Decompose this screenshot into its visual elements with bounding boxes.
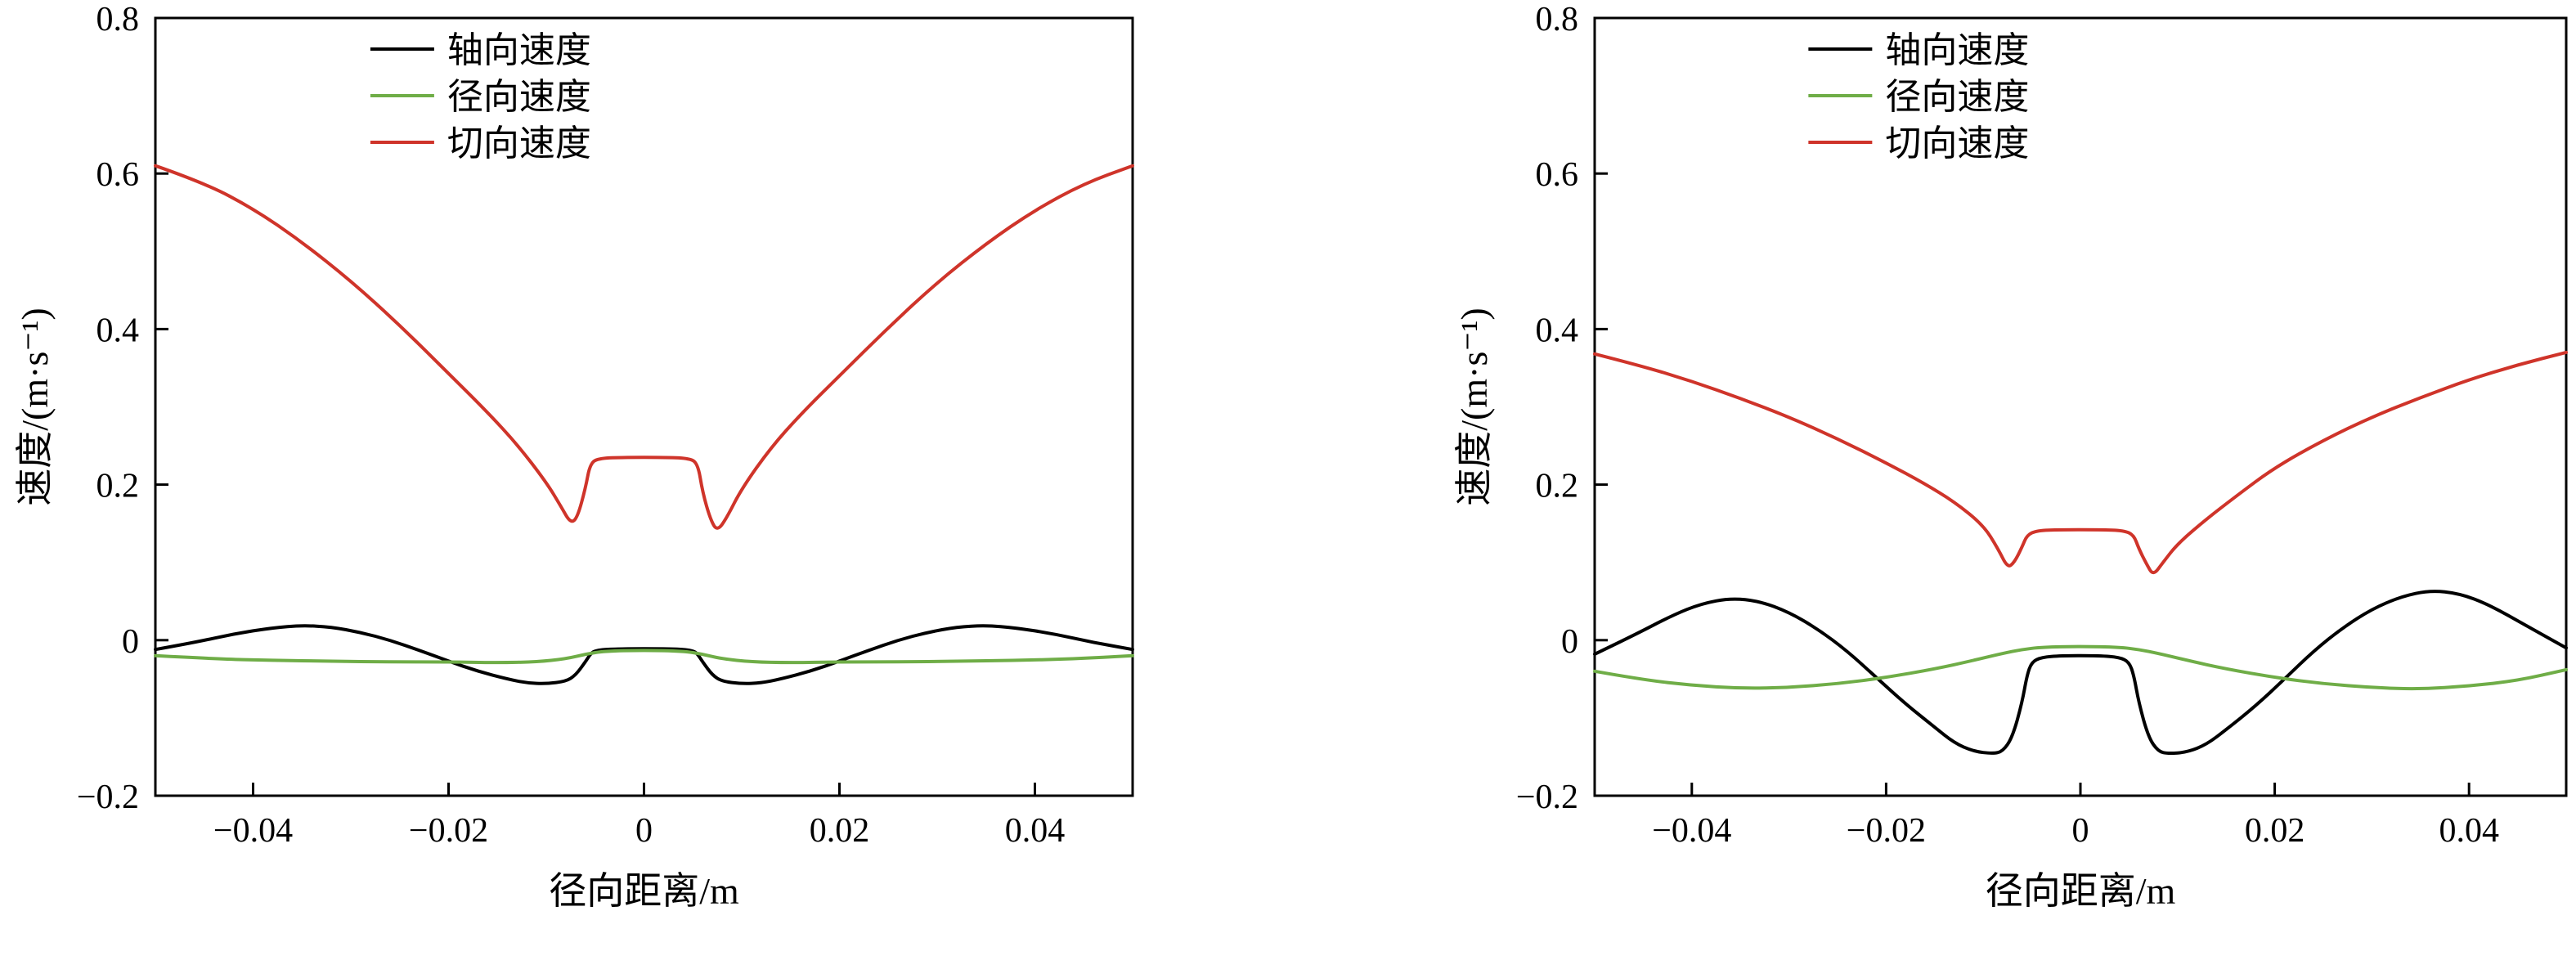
plot-border xyxy=(154,16,1134,797)
series-line-axial-velocity xyxy=(1593,590,2568,756)
y-axis-title: 速度/(m·s⁻¹) xyxy=(14,307,56,506)
legend-label-axial-velocity: 轴向速度 xyxy=(1885,30,2029,70)
series-line-radial-velocity xyxy=(1593,644,2568,691)
x-tick-label: 0.02 xyxy=(2245,812,2305,850)
series-line-radial-velocity xyxy=(154,649,1134,665)
y-tick-label: 0.6 xyxy=(1536,156,1579,194)
x-tick-label: −0.02 xyxy=(409,812,488,850)
y-tick-label: 0.2 xyxy=(96,468,140,505)
x-tick-label: 0.04 xyxy=(2439,812,2499,850)
legend-label-radial-velocity: 径向速度 xyxy=(1885,77,2029,117)
y-tick-label: 0.4 xyxy=(1536,312,1579,349)
y-tick-label: 0.4 xyxy=(96,312,140,349)
y-tick-label: 0.8 xyxy=(96,1,140,38)
legend-label-axial-velocity: 轴向速度 xyxy=(447,30,591,70)
x-tick-label: 0.04 xyxy=(1005,812,1066,850)
legend-label-radial-velocity: 径向速度 xyxy=(447,77,591,117)
series-line-axial-velocity xyxy=(154,624,1134,685)
y-tick-label: −0.2 xyxy=(77,779,139,816)
y-tick-label: 0.8 xyxy=(1536,1,1579,38)
series-line-tangential-velocity xyxy=(1593,350,2568,575)
x-tick-label: 0 xyxy=(2072,812,2089,850)
y-tick-label: −0.2 xyxy=(1516,779,1578,816)
legend-label-tangential-velocity: 切向速度 xyxy=(1885,123,2029,164)
x-tick-label: −0.04 xyxy=(213,812,293,850)
chart-right-canvas: −0.04 −0.02 0 0.02 0.04 −0.2 0 0.2 0.4 0.6 0.8 径向距离… xyxy=(1453,1,2568,912)
x-axis-title: 径向距离/m xyxy=(1986,870,2176,912)
y-tick-label: 0.6 xyxy=(96,156,140,194)
y-tick-label: 0 xyxy=(122,623,139,661)
series-line-tangential-velocity xyxy=(154,164,1134,530)
chart-panel-right: −0.04 −0.02 0 0.02 0.04 −0.2 0 0.2 0.4 0.6 0.8 径向距离… xyxy=(1288,0,2576,956)
y-tick-label: 0 xyxy=(1561,623,1578,661)
y-axis-title: 速度/(m·s⁻¹) xyxy=(1453,307,1495,506)
chart-left-canvas: −0.04 −0.02 0 0.02 0.04 −0.2 0 0.2 0.4 0.6 0.8 径向距离… xyxy=(14,1,1134,912)
plot-border xyxy=(1593,16,2568,797)
x-tick-label: −0.02 xyxy=(1847,812,1926,850)
x-axis-title: 径向距离/m xyxy=(549,870,739,912)
y-tick-label: 0.2 xyxy=(1536,468,1579,505)
x-tick-label: 0 xyxy=(635,812,653,850)
x-tick-label: −0.04 xyxy=(1652,812,1731,850)
legend-label-tangential-velocity: 切向速度 xyxy=(447,123,591,164)
x-tick-label: 0.02 xyxy=(810,812,870,850)
chart-panel-left: −0.04 −0.02 0 0.02 0.04 −0.2 0 0.2 0.4 0.6 0.8 径向距离… xyxy=(14,1,1134,912)
